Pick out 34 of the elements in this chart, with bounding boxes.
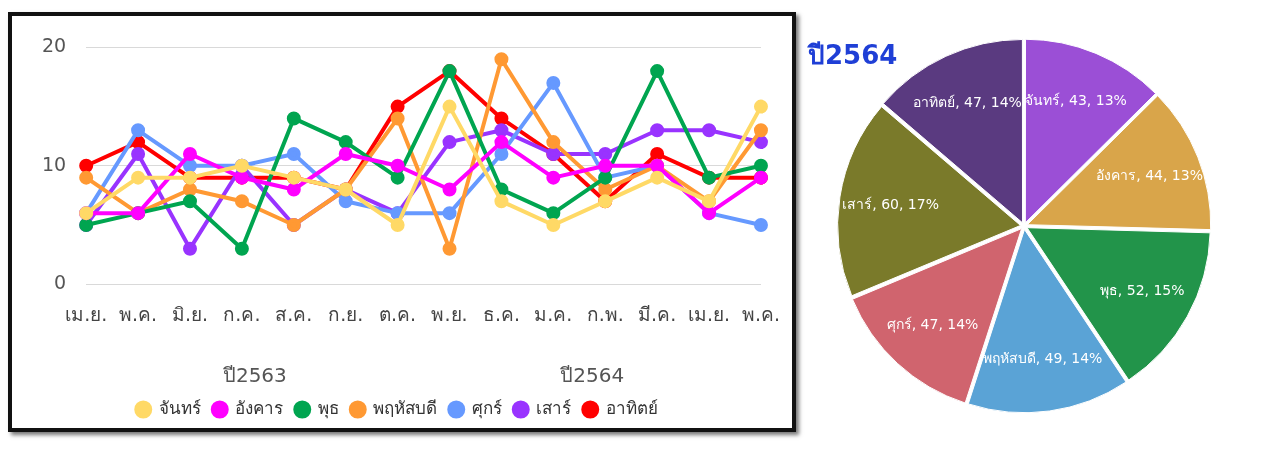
x-tick-label: ก.ค. <box>223 302 261 325</box>
x-tick-label: ธ.ค. <box>482 302 520 325</box>
legend-label: เสาร์ <box>536 397 572 418</box>
legend-label: ศุกร์ <box>471 397 502 419</box>
legend-label: พฤหัสบดี <box>373 397 438 418</box>
x-tick-label: พ.ย. <box>431 302 468 325</box>
y-tick-label: 0 <box>54 271 67 294</box>
slice-label: อาทิตย์, 47, 14% <box>913 93 1022 110</box>
text: ปี2564 <box>560 363 625 388</box>
slice-label: อังคาร, 44, 13% <box>1096 166 1203 183</box>
x-tick-label: ต.ค. <box>379 302 417 325</box>
legend-label: จันทร์ <box>158 397 201 418</box>
legend-label: อังคาร <box>235 397 284 418</box>
text: ปี2563 <box>222 363 287 388</box>
slice-label: พฤหัสบดี, 49, 14% <box>982 350 1103 367</box>
x-tick-label: เม.ย. <box>688 302 731 325</box>
slice-label: ศุกร์, 47, 14% <box>886 316 979 333</box>
slice-label: จันทร์, 43, 13% <box>1025 91 1127 108</box>
x-tick-label: มี.ค. <box>638 302 677 325</box>
y-tick-label: 20 <box>41 34 67 57</box>
x-tick-label: ม.ค. <box>534 302 573 325</box>
y-tick-label: 10 <box>41 152 67 175</box>
x-tick-label: พ.ค. <box>119 302 158 325</box>
x-tick-label: พ.ค. <box>741 302 781 325</box>
chart-title: ปี2564 <box>808 39 898 72</box>
x-tick-label: เม.ย. <box>65 302 108 325</box>
x-tick-label: ส.ค. <box>275 302 313 325</box>
legend-label: อาทิตย์ <box>605 397 658 418</box>
x-tick-label: มิ.ย. <box>171 302 209 325</box>
x-tick-label: ก.พ. <box>586 302 624 325</box>
slice-label: พุธ, 52, 15% <box>1099 282 1185 300</box>
x-tick-label: ก.ย. <box>328 302 364 325</box>
legend-label: พุธ <box>317 397 339 419</box>
slice-label: เสาร์, 60, 17% <box>842 195 939 212</box>
